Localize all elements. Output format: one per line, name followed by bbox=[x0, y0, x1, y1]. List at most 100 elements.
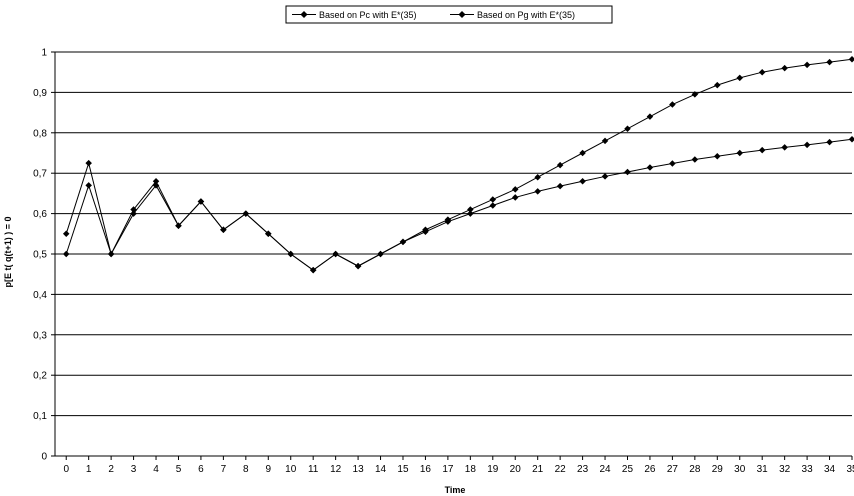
data-point-pc bbox=[646, 164, 654, 171]
data-point-pg bbox=[781, 64, 788, 72]
x-tick-label: 35 bbox=[846, 464, 854, 475]
data-point-pc bbox=[624, 168, 631, 176]
data-point-pg bbox=[467, 206, 474, 213]
x-tick-label: 4 bbox=[153, 464, 159, 475]
y-tick-label: 0,3 bbox=[33, 330, 47, 341]
x-tick-label: 22 bbox=[555, 464, 567, 475]
x-tick-label: 12 bbox=[330, 464, 342, 475]
legend-box bbox=[285, 5, 613, 24]
data-point-pc bbox=[85, 182, 92, 189]
y-tick-label: 0,5 bbox=[33, 250, 47, 261]
x-tick-labels: 0 1 2 3 4 5 6 7 8 9 10 11 12 13 14 15 16 17 18 19 20 21 22 23 24… bbox=[63, 456, 854, 475]
data-point-pg bbox=[242, 210, 250, 217]
x-tick-label: 15 bbox=[397, 464, 409, 475]
x-tick-label: 6 bbox=[198, 464, 204, 475]
data-point-pc bbox=[781, 144, 788, 151]
y-tick-label: 0,4 bbox=[33, 290, 47, 301]
x-tick-label: 28 bbox=[689, 464, 701, 475]
data-point-pc bbox=[467, 210, 474, 217]
data-point-pc bbox=[601, 173, 609, 180]
data-point-pc bbox=[669, 160, 676, 167]
data-point-pc bbox=[714, 152, 721, 160]
data-point-pg bbox=[624, 125, 631, 133]
y-tick-label: 0,6 bbox=[33, 209, 47, 220]
x-tick-label: 21 bbox=[532, 464, 544, 475]
x-tick-label: 8 bbox=[243, 464, 249, 475]
x-tick-label: 5 bbox=[176, 464, 182, 475]
series-lines bbox=[62, 56, 854, 274]
data-point-pg bbox=[332, 250, 339, 258]
legend-label-pc: Based on Pc with E*(35) bbox=[319, 10, 417, 20]
x-tick-label: 2 bbox=[108, 464, 114, 475]
data-point-pg bbox=[826, 58, 833, 66]
data-point-pc bbox=[534, 188, 541, 195]
data-point-pc bbox=[803, 141, 811, 149]
data-point-pc bbox=[758, 146, 766, 154]
data-point-pg bbox=[714, 81, 721, 89]
data-point-pg bbox=[646, 113, 654, 120]
y-tick-label: 0,1 bbox=[33, 411, 47, 422]
y-axis-title: p[E t( q(t+1) ) = 0 bbox=[3, 216, 13, 287]
x-tick-label: 0 bbox=[63, 464, 69, 475]
data-point-pg bbox=[85, 159, 92, 167]
data-point-pc bbox=[848, 136, 854, 143]
data-point-pg bbox=[175, 222, 182, 229]
data-point-pg bbox=[758, 68, 766, 76]
legend-marker-pg bbox=[458, 10, 466, 19]
data-point-pg bbox=[354, 262, 362, 270]
y-tick-label: 0 bbox=[41, 452, 47, 463]
data-point-pg bbox=[197, 198, 205, 205]
data-point-pg bbox=[62, 230, 70, 238]
data-point-pc bbox=[62, 250, 70, 258]
x-tick-label: 19 bbox=[487, 464, 499, 475]
data-point-pg bbox=[152, 178, 160, 185]
data-point-pg bbox=[579, 149, 586, 157]
x-tick-label: 30 bbox=[734, 464, 746, 475]
y-tick-label: 0,7 bbox=[33, 169, 47, 180]
x-tick-label: 1 bbox=[86, 464, 92, 475]
y-tick-labels: 0 0,1 0,2 0,3 0,4 0,5 0,6 0,7 0,8 0,9 1 bbox=[33, 48, 55, 463]
x-tick-label: 13 bbox=[353, 464, 365, 475]
x-axis-title: Time bbox=[445, 485, 466, 495]
data-point-pg bbox=[107, 250, 115, 258]
x-tick-label: 11 bbox=[308, 464, 319, 475]
legend-item-pg: Based on Pg with E*(35) bbox=[450, 10, 575, 20]
data-point-pg bbox=[489, 196, 497, 203]
x-tick-label: 34 bbox=[824, 464, 836, 475]
data-point-pc bbox=[489, 202, 497, 209]
data-point-pg bbox=[848, 56, 854, 63]
x-tick-label: 7 bbox=[221, 464, 227, 475]
x-tick-label: 33 bbox=[802, 464, 814, 475]
x-tick-label: 25 bbox=[622, 464, 634, 475]
x-tick-label: 14 bbox=[375, 464, 387, 475]
x-tick-label: 26 bbox=[644, 464, 656, 475]
x-tick-label: 31 bbox=[757, 464, 769, 475]
x-tick-label: 32 bbox=[779, 464, 791, 475]
x-tick-label: 17 bbox=[442, 464, 454, 475]
y-tick-label: 1 bbox=[41, 48, 47, 59]
x-tick-label: 24 bbox=[599, 464, 611, 475]
gridlines bbox=[55, 51, 852, 457]
data-point-pg bbox=[265, 230, 272, 238]
data-point-pg bbox=[803, 61, 811, 69]
data-point-pg bbox=[309, 266, 317, 274]
x-tick-label: 20 bbox=[510, 464, 522, 475]
data-point-pc bbox=[556, 182, 564, 190]
series-line-pc bbox=[65, 138, 853, 271]
x-tick-label: 10 bbox=[285, 464, 297, 475]
series-line-pg bbox=[65, 58, 853, 271]
data-point-pc bbox=[736, 149, 744, 157]
data-point-pc bbox=[691, 156, 699, 163]
y-tick-label: 0,9 bbox=[33, 88, 47, 99]
data-point-pg bbox=[534, 173, 541, 181]
x-tick-label: 23 bbox=[577, 464, 589, 475]
data-point-pg bbox=[601, 137, 609, 145]
y-tick-label: 0,8 bbox=[33, 128, 47, 139]
x-tick-label: 29 bbox=[712, 464, 724, 475]
data-point-pc bbox=[579, 178, 586, 185]
data-point-pc bbox=[511, 194, 519, 201]
x-tick-label: 18 bbox=[465, 464, 477, 475]
x-tick-label: 9 bbox=[266, 464, 272, 475]
data-point-pc bbox=[826, 138, 833, 146]
